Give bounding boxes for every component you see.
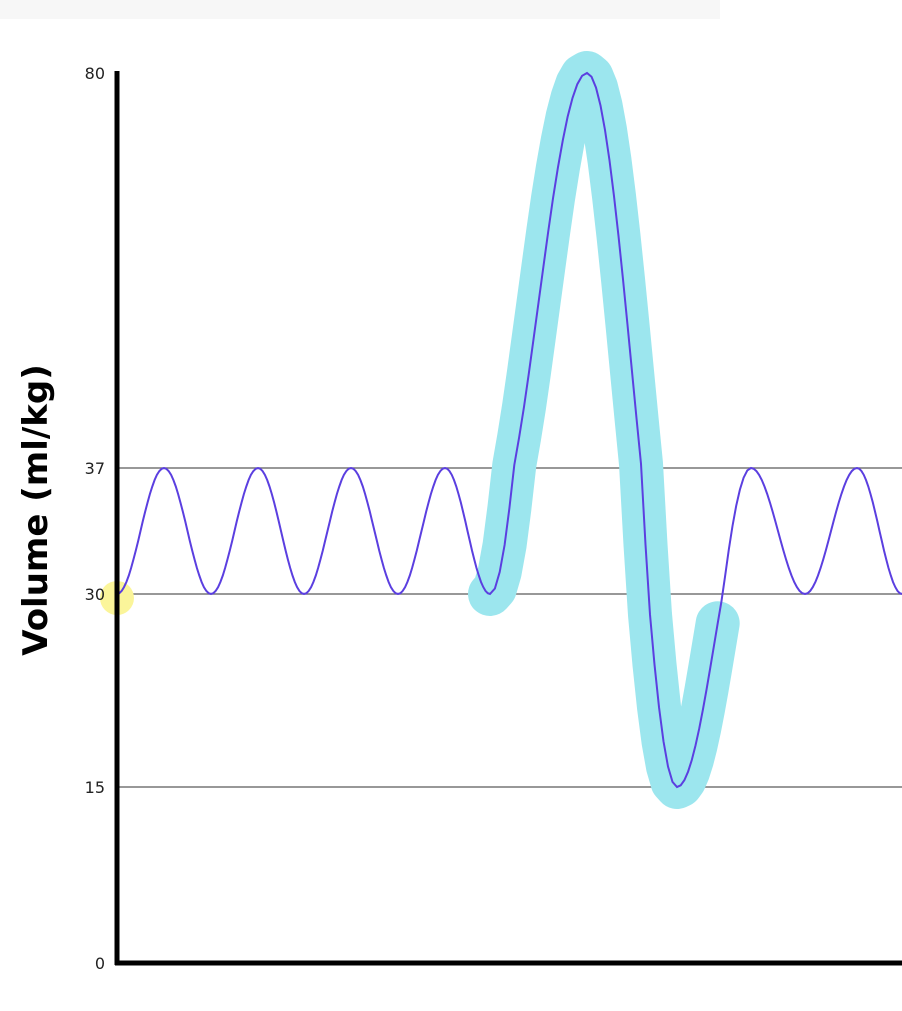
y-axis-label: Volume (ml/kg) xyxy=(16,364,56,656)
y-tick-label: 37 xyxy=(85,459,105,478)
y-tick-label: 15 xyxy=(85,778,105,797)
volume-line xyxy=(116,71,902,789)
y-tick-label: 0 xyxy=(95,954,105,973)
top-bar xyxy=(0,0,720,19)
y-tick-label: 80 xyxy=(85,64,105,83)
highlight-stroke xyxy=(468,51,740,809)
y-tick-label: 30 xyxy=(85,585,105,604)
